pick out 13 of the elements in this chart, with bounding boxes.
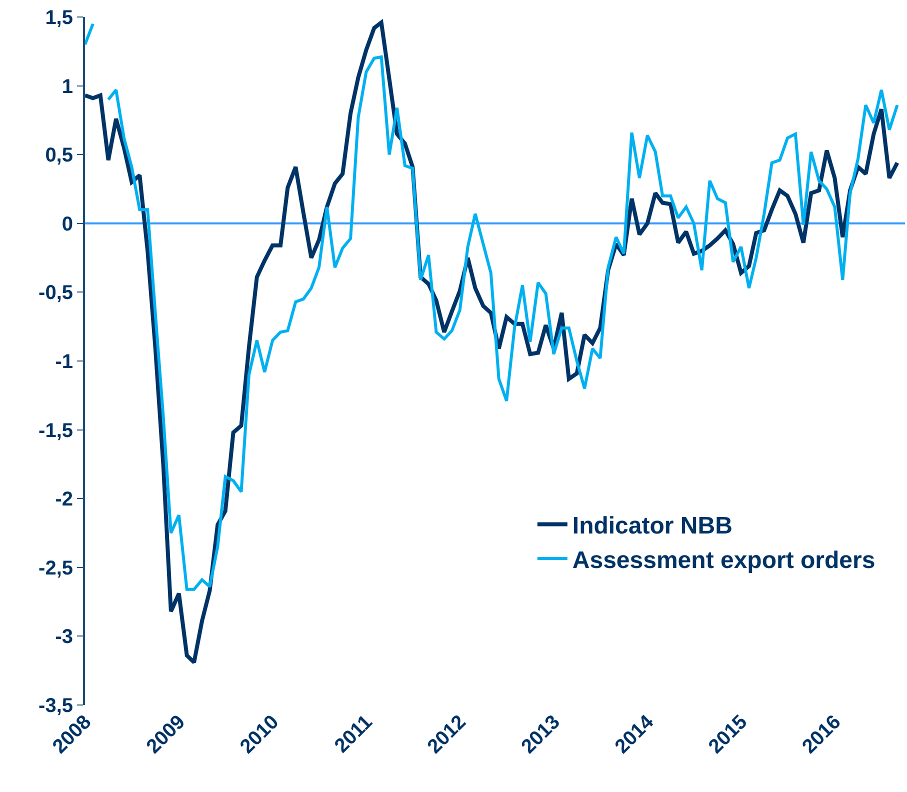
y-tick-label: 1	[62, 76, 73, 98]
y-tick-label: -3	[55, 626, 73, 648]
y-tick-label: 0	[62, 213, 73, 236]
legend-label: Assessment export orders	[572, 546, 876, 574]
y-tick-label: -1	[55, 351, 73, 373]
y-tick-label: -1,5	[38, 420, 73, 442]
y-tick-label: -0,5	[38, 282, 73, 304]
y-tick-label: 1,5	[45, 7, 73, 29]
legend-label: Indicator NBB	[572, 512, 732, 540]
y-tick-label: -2	[55, 488, 73, 511]
y-tick-label: 0,5	[45, 144, 73, 167]
y-tick-label: -3,5	[38, 695, 73, 717]
y-tick-label: -2,5	[38, 557, 73, 580]
